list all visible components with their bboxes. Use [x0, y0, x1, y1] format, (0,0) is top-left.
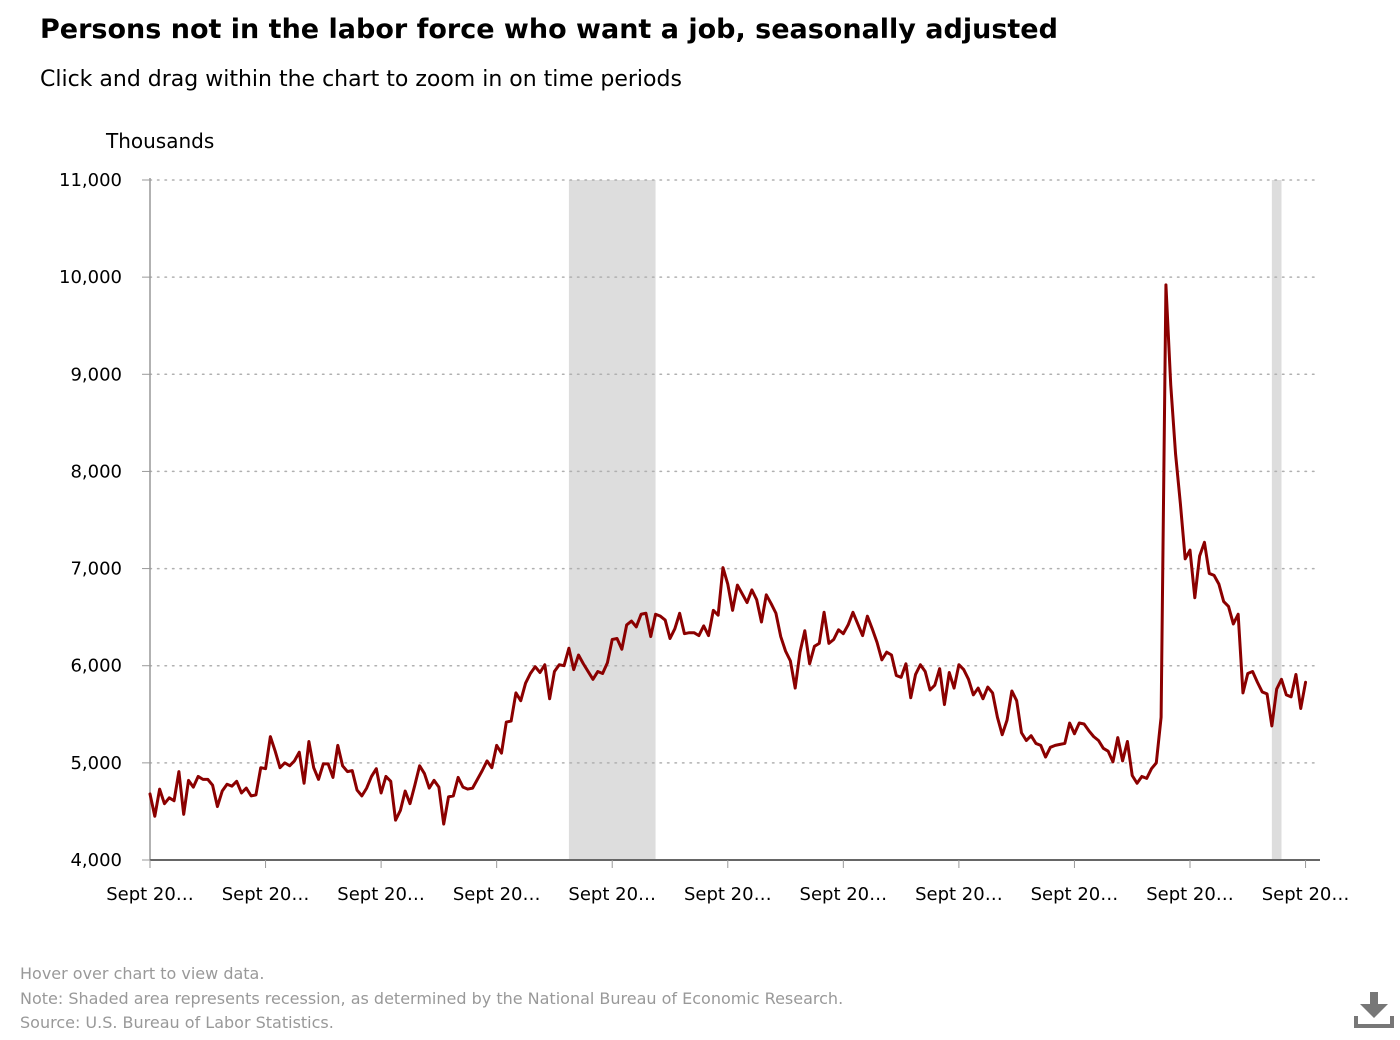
y-tick-label: 9,000 — [70, 364, 122, 385]
x-tick-label: Sept 20… — [684, 884, 772, 905]
source-note: Source: U.S. Bureau of Labor Statistics. — [20, 1013, 334, 1032]
y-tick-label: 8,000 — [70, 461, 122, 482]
x-axis-ticks: Sept 20… Sept 20… Sept 20… Sept 20… Sept 20…… — [106, 860, 1349, 905]
x-tick-label: Sept 20… — [800, 884, 888, 905]
y-tick-label: 5,000 — [70, 753, 122, 774]
x-tick-label: Sept 20… — [1031, 884, 1119, 905]
y-tick-label: 4,000 — [70, 850, 122, 871]
series-layer[interactable] — [148, 283, 1308, 826]
axes — [149, 178, 1320, 861]
x-tick-label: Sept 20… — [453, 884, 541, 905]
x-tick-label: Sept 20… — [1146, 884, 1234, 905]
x-tick-label: Sept 20… — [915, 884, 1003, 905]
x-tick-label: Sept 20… — [337, 884, 425, 905]
line-chart[interactable]: 4,000 5,000 6,000 7,000 8,000 9,000 10,000 11,0… — [0, 0, 1400, 940]
hover-hint: Hover over chart to view data. — [20, 964, 265, 983]
chart-title: Persons not in the labor force who want … — [40, 14, 1058, 45]
x-tick-label: Sept 20… — [106, 884, 194, 905]
series-line[interactable] — [148, 283, 1308, 826]
x-tick-label: Sept 20… — [1262, 884, 1350, 905]
y-axis-ticks: 4,000 5,000 6,000 7,000 8,000 9,000 10,000 11,0… — [59, 170, 150, 871]
x-tick-label: Sept 20… — [222, 884, 310, 905]
y-axis-label: Thousands — [106, 129, 215, 153]
y-tick-label: 7,000 — [70, 559, 122, 580]
recession-band — [1271, 180, 1282, 860]
chart-subtitle: Click and drag within the chart to zoom … — [40, 67, 682, 92]
download-icon-graphic — [1354, 992, 1394, 1028]
gridlines — [149, 179, 1321, 764]
download-icon[interactable] — [1352, 990, 1396, 1034]
y-tick-label: 10,000 — [59, 267, 122, 288]
recession-band — [568, 180, 656, 860]
chart-footer: Hover over chart to view data. Note: Sha… — [20, 962, 843, 1036]
recession-shading-layer — [568, 180, 1282, 860]
y-tick-label: 11,000 — [59, 170, 122, 191]
x-tick-label: Sept 20… — [568, 884, 656, 905]
y-tick-label: 6,000 — [70, 656, 122, 677]
recession-note: Note: Shaded area represents recession, … — [20, 988, 844, 1008]
